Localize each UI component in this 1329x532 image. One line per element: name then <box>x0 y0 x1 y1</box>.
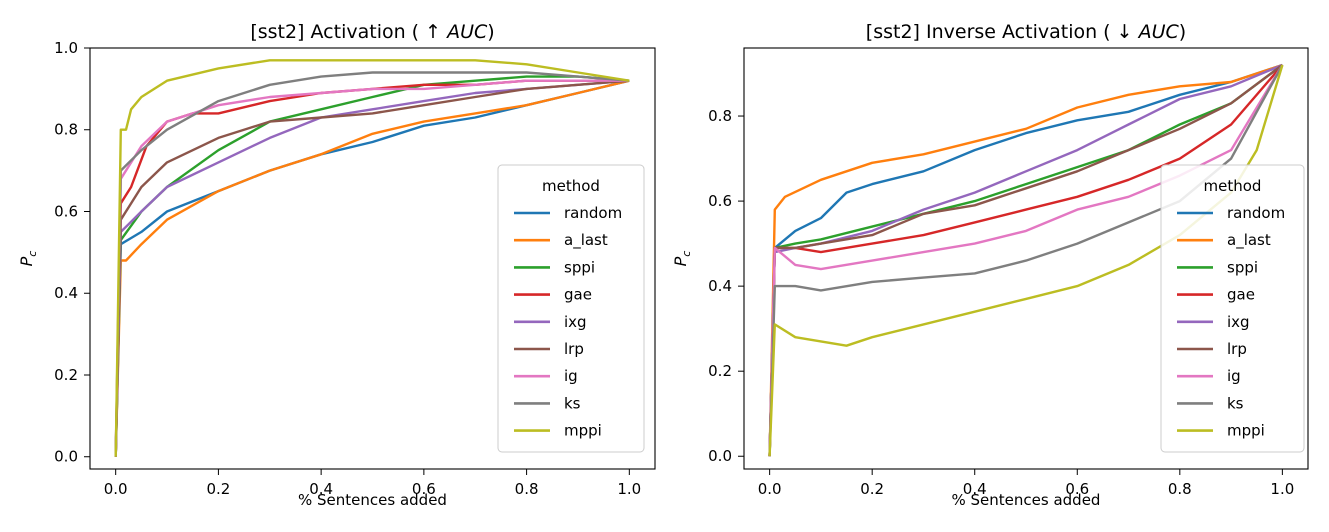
y-axis-label-main: P <box>671 256 690 266</box>
y-tick-label: 0.2 <box>708 362 732 380</box>
series-line-random <box>768 63 1283 457</box>
x-tick-label: 0.6 <box>1065 480 1089 498</box>
legend-label-ixg: ixg <box>1227 313 1250 331</box>
y-tick-label: 0.6 <box>54 202 78 220</box>
legend-title: method <box>1204 177 1262 195</box>
legend-label-mppi: mppi <box>564 422 602 440</box>
y-tick-label: 0.8 <box>54 121 78 139</box>
legend-label-gae: gae <box>564 286 592 304</box>
chart-activation: [sst2] Activation ( ↑ AUC) 0.0 0.2 0.4 0.6 0.… <box>17 21 656 509</box>
x-tick-label: 0.0 <box>104 480 128 498</box>
y-axis-label-main: P <box>17 256 36 266</box>
y-tick-label: 0.4 <box>54 284 78 302</box>
y-tick-label: 0.0 <box>54 448 78 466</box>
legend-label-ig: ig <box>564 367 578 385</box>
y-axis-label: Pc <box>671 251 693 267</box>
y-tick-label: 1.0 <box>54 39 78 57</box>
x-tick-label: 0.2 <box>860 480 884 498</box>
legend-label-ixg: ixg <box>564 313 587 331</box>
x-tick-label: 0.4 <box>309 480 333 498</box>
chart-title: [sst2] Inverse Activation ( ↓ AUC) <box>866 21 1186 43</box>
x-axis-label: % Sentences added <box>298 491 447 509</box>
legend-label-ks: ks <box>1227 394 1244 412</box>
legend-label-lrp: lrp <box>1227 340 1247 358</box>
legend-title: method <box>542 177 600 195</box>
chart-title-italic: AUC <box>445 21 488 43</box>
x-tick-label: 1.0 <box>617 480 641 498</box>
series-line-a_last <box>114 79 630 457</box>
x-tick-label: 0.8 <box>1168 480 1192 498</box>
legend-label-ig: ig <box>1227 367 1241 385</box>
y-tick-label: 0.2 <box>54 366 78 384</box>
chart-title-prefix: [sst2] Activation ( ↑ <box>250 21 447 43</box>
legend-label-random: random <box>564 204 622 222</box>
x-tick-label: 0.4 <box>963 480 987 498</box>
x-axis-label: % Sentences added <box>952 491 1101 509</box>
x-tick-label: 0.6 <box>412 480 436 498</box>
legend-label-random: random <box>1227 204 1285 222</box>
legend-label-a_last: a_last <box>1227 231 1271 250</box>
chart-title-suffix: ) <box>487 21 494 43</box>
series-line-sppi <box>768 64 1284 457</box>
legend-label-mppi: mppi <box>1227 422 1265 440</box>
x-tick-label: 0.2 <box>206 480 230 498</box>
legend-label-lrp: lrp <box>564 340 584 358</box>
series-line-ks <box>114 71 630 457</box>
y-axis-label: Pc <box>17 251 39 267</box>
x-tick-label: 1.0 <box>1270 480 1294 498</box>
series-line-a_last <box>768 63 1283 457</box>
axes-frame <box>743 47 1309 470</box>
y-tick-label: 0.8 <box>708 107 732 125</box>
x-tick-label: 0.0 <box>758 480 782 498</box>
chart-title-suffix: ) <box>1179 21 1186 43</box>
legend-label-gae: gae <box>1227 286 1255 304</box>
series-line-mppi <box>114 59 630 457</box>
y-axis-label-sub: c <box>680 251 693 257</box>
legend-label-sppi: sppi <box>564 258 595 276</box>
series-line-lrp <box>114 79 630 457</box>
legend-label-a_last: a_last <box>564 231 608 250</box>
chart-inverse-activation: [sst2] Inverse Activation ( ↓ AUC) 0.0 0.2… <box>671 21 1309 509</box>
axes-frame <box>89 47 656 470</box>
y-tick-label: 0.6 <box>708 192 732 210</box>
y-tick-label: 0.0 <box>708 447 732 465</box>
series-group <box>114 59 630 457</box>
chart-title: [sst2] Activation ( ↑ AUC) <box>250 21 494 43</box>
series-line-lrp <box>768 64 1284 457</box>
legend-label-sppi: sppi <box>1227 258 1258 276</box>
legend-box <box>1160 164 1305 453</box>
chart-title-prefix: [sst2] Inverse Activation ( ↓ <box>866 21 1139 43</box>
legend-label-ks: ks <box>564 394 581 412</box>
legend-box <box>497 164 645 453</box>
chart-title-italic: AUC <box>1137 21 1180 43</box>
y-tick-label: 0.4 <box>708 277 732 295</box>
x-tick-label: 0.8 <box>515 480 539 498</box>
series-line-ig <box>114 79 630 457</box>
y-axis-label-sub: c <box>26 251 39 257</box>
